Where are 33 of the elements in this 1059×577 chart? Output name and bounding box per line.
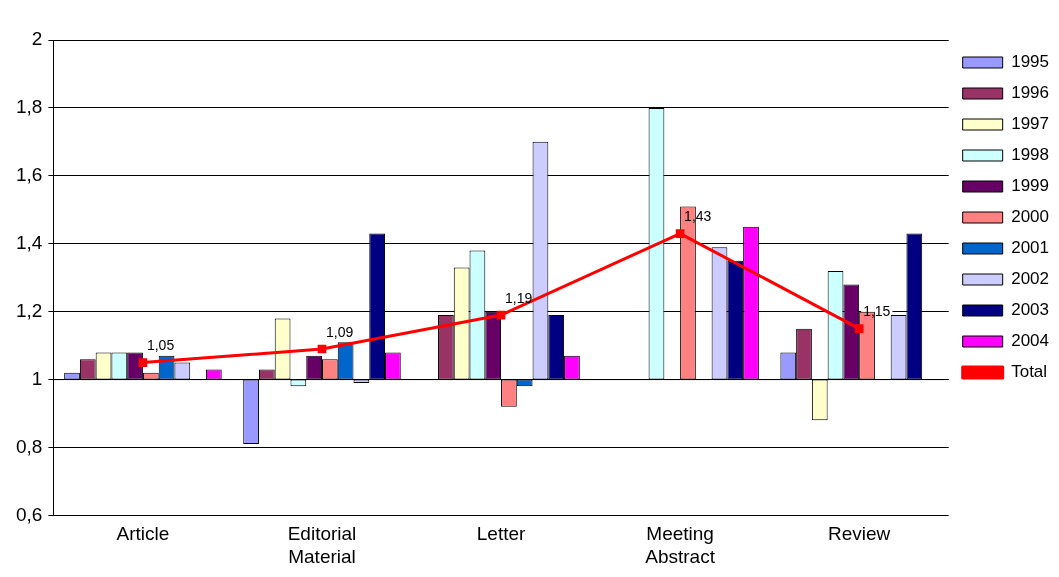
y-tick-label: 1,4 — [15, 231, 43, 253]
y-tick-label: 2 — [31, 28, 43, 50]
data-label: 1,19 — [505, 289, 533, 306]
legend-label: 1996 — [1011, 83, 1050, 103]
point — [138, 358, 148, 367]
legend-label: 2004 — [1011, 331, 1050, 351]
point — [675, 229, 685, 238]
point — [317, 344, 327, 354]
y-tick-label: 1,2 — [15, 299, 43, 321]
x-tick-label: Letter — [476, 523, 527, 545]
x-tick-label: Meeting Abstract — [645, 523, 716, 567]
data-label: 1,15 — [863, 303, 891, 320]
x-tick-label: Article — [116, 523, 170, 545]
legend-label: 2003 — [1011, 300, 1050, 320]
x-tick-label: Review — [828, 523, 891, 545]
y-tick-label: 0,6 — [15, 503, 43, 525]
data-label: 1,09 — [325, 323, 354, 340]
y-tick-label: 0,8 — [15, 435, 43, 457]
y-tick-label: 1,6 — [15, 164, 43, 186]
legend-label: 2000 — [1011, 207, 1050, 227]
legend-label: 1999 — [1011, 176, 1050, 196]
legend-label: 1995 — [1011, 52, 1050, 72]
y-tick-label: 1,8 — [15, 96, 43, 118]
data-label: 1,05 — [146, 337, 175, 354]
legend-label: 1998 — [1011, 145, 1050, 165]
legend-label: 1997 — [1011, 114, 1050, 134]
x-tick-label: Editorial Material — [287, 523, 357, 567]
legend-label: 2001 — [1011, 238, 1050, 258]
y-tick-label: 1 — [31, 367, 43, 389]
legend-label: 2002 — [1011, 269, 1050, 289]
legend-label: Total — [1011, 362, 1048, 382]
point — [854, 324, 864, 333]
point — [496, 310, 506, 320]
